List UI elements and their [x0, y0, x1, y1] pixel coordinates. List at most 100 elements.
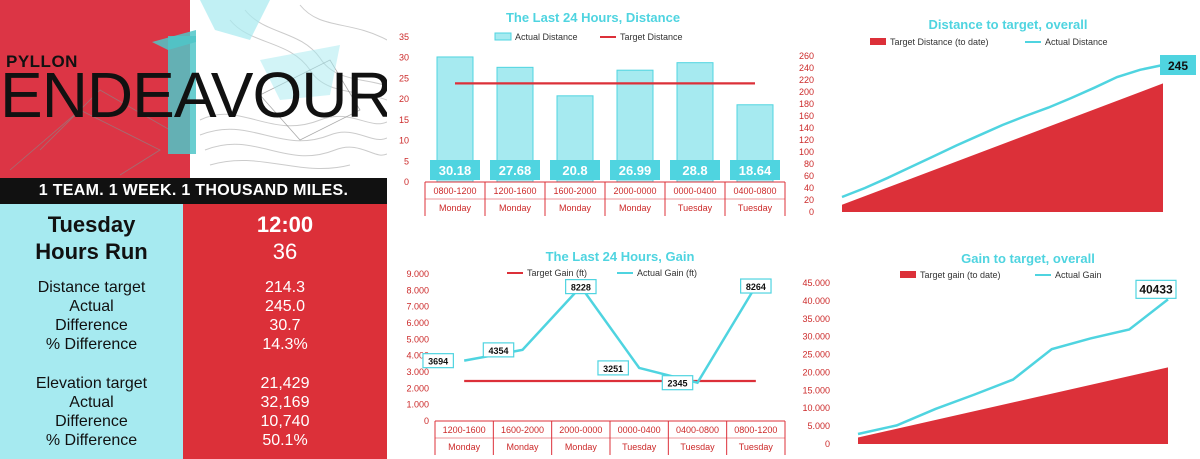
y-tick-label: 0 [424, 416, 429, 426]
distance-pct-label: % Difference [45, 336, 138, 353]
dashboard-summary-panel: PYLLON ENDEAVOUR 1 TEAM. 1 WEEK. 1 THOUS… [0, 0, 387, 459]
target-area [842, 83, 1163, 212]
y-tick-label: 25.000 [802, 350, 830, 360]
topographic-pattern [9, 0, 387, 176]
day-label: Tuesday [47, 212, 136, 237]
y-tick-label: 5.000 [406, 334, 429, 344]
data-label: 2345 [667, 379, 687, 389]
y-tick-label: 60 [804, 171, 814, 181]
distance-target-value: 214.3 [264, 279, 306, 296]
y-tick-label: 35 [399, 32, 409, 42]
data-label: 18.64 [739, 163, 772, 178]
y-tick-label: 35.000 [802, 314, 830, 324]
data-label: 3694 [428, 357, 448, 367]
chart-title: Distance to target, overall [929, 17, 1088, 32]
data-label-box [670, 160, 720, 180]
x-tick-day-label: Tuesday [678, 203, 713, 213]
data-label: 30.18 [439, 163, 472, 178]
y-tick-label: 80 [804, 159, 814, 169]
y-tick-label: 140 [799, 123, 814, 133]
legend-entry: Target gain (to date) [920, 270, 1001, 280]
brand-endeavour-title: ENDEAVOUR [0, 59, 387, 131]
x-tick-day-label: Monday [448, 442, 481, 452]
y-tick-label: 260 [799, 51, 814, 61]
x-tick-label: 1200-1600 [443, 425, 486, 435]
elevation-actual-label: Actual [69, 394, 114, 411]
y-tick-label: 180 [799, 99, 814, 109]
y-tick-label: 30 [399, 53, 409, 63]
x-tick-day-label: Tuesday [680, 442, 715, 452]
chart-title: The Last 24 Hours, Gain [546, 249, 695, 264]
elevation-difference-label: Difference [55, 413, 128, 430]
x-tick-label: 0400-0800 [676, 425, 719, 435]
y-tick-label: 30.000 [802, 332, 830, 342]
data-label-box [730, 160, 780, 180]
legend-swatch [900, 271, 916, 278]
x-tick-day-label: Monday [439, 203, 472, 213]
distance-pct-value: 14.3% [262, 336, 308, 353]
distance-24h-chart: The Last 24 Hours, Distance Actual Distan… [399, 10, 786, 216]
y-tick-label: 7.000 [406, 302, 429, 312]
actual-line [857, 298, 1169, 436]
brand-pyllon-label: PYLLON [6, 52, 78, 71]
time-value: 12:00 [256, 212, 314, 237]
distance-target-label: Distance target [37, 279, 146, 296]
data-label-box [1160, 55, 1196, 75]
x-tick-day-label: Monday [499, 203, 532, 213]
data-label-box [661, 375, 694, 391]
y-tick-label: 1.000 [406, 400, 429, 410]
chart-title: Gain to target, overall [961, 251, 1095, 266]
hours-run-label: Hours Run [35, 239, 148, 264]
y-tick-label: 40.000 [802, 296, 830, 306]
y-tick-label: 15.000 [802, 385, 830, 395]
distance-actual-value: 245.0 [264, 298, 306, 315]
x-tick-day-label: Tuesday [738, 203, 773, 213]
gain-overall-chart: Gain to target, overall Target gain (to d… [802, 251, 1177, 449]
brand-banner: PYLLON ENDEAVOUR [0, 0, 387, 178]
y-tick-label: 8.000 [406, 285, 429, 295]
x-tick-label: 0400-0800 [733, 186, 776, 196]
x-tick-day-label: Tuesday [622, 442, 657, 452]
stats-values-column: 12:00 36 214.3 245.0 30.7 14.3% 21,429 3… [183, 204, 387, 459]
y-tick-label: 15 [399, 115, 409, 125]
y-tick-label: 20 [399, 94, 409, 104]
legend-entry: Actual Gain [1055, 270, 1102, 280]
elevation-actual-value: 32,169 [260, 394, 310, 411]
gain-24h-chart: The Last 24 Hours, Gain Target Gain (ft) A… [406, 249, 786, 455]
data-label-box [740, 278, 772, 294]
x-tick-label: 0800-1200 [734, 425, 777, 435]
data-label-box [490, 160, 540, 180]
y-tick-label: 9.000 [406, 269, 429, 279]
y-tick-label: 10 [399, 136, 409, 146]
legend-entry: Actual Gain (ft) [637, 268, 697, 278]
legend-swatch [870, 38, 886, 45]
banner-red-block [0, 0, 190, 178]
tagline-bar: 1 TEAM. 1 WEEK. 1 THOUSAND MILES. [0, 178, 387, 204]
y-tick-label: 40 [804, 183, 814, 193]
y-tick-label: 20.000 [802, 367, 830, 377]
data-label: 8264 [746, 282, 766, 292]
data-label-box [482, 342, 515, 358]
legend-entry: Target Distance [620, 32, 683, 42]
x-tick-label: 0000-0400 [618, 425, 661, 435]
data-label: 3251 [603, 364, 623, 374]
x-tick-label: 1600-2000 [553, 186, 596, 196]
data-label-box [550, 160, 600, 180]
x-tick-label: 1200-1600 [493, 186, 536, 196]
x-tick-label: 2000-0000 [613, 186, 656, 196]
data-label-box [1135, 279, 1177, 299]
data-label: 28.8 [682, 163, 707, 178]
y-tick-label: 2.000 [406, 383, 429, 393]
data-label: 27.68 [499, 163, 532, 178]
data-label: 4354 [488, 346, 508, 356]
y-tick-label: 45.000 [802, 278, 830, 288]
legend-entry: Target Distance (to date) [890, 37, 989, 47]
end-value-label: 40433 [1139, 282, 1173, 296]
y-tick-label: 0 [809, 207, 814, 217]
chart-title: The Last 24 Hours, Distance [506, 10, 680, 25]
data-label-box [597, 360, 629, 376]
elevation-difference-value: 10,740 [260, 413, 310, 430]
y-tick-label: 100 [799, 147, 814, 157]
x-tick-day-label: Monday [559, 203, 592, 213]
data-label-box [430, 160, 480, 180]
